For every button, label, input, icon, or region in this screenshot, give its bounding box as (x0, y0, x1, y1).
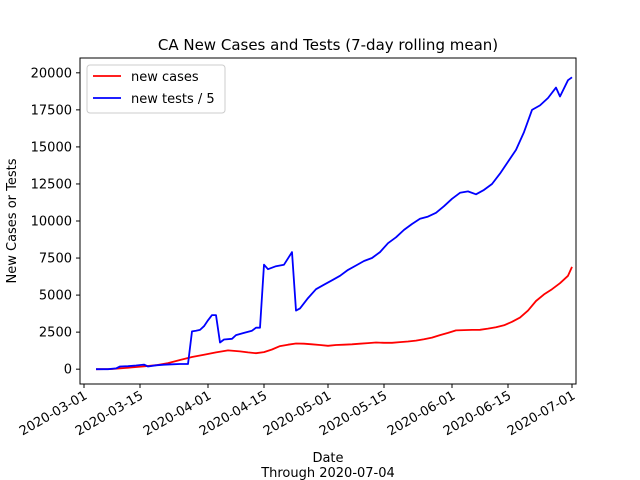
y-tick-label: 20000 (31, 66, 72, 81)
legend: new cases new tests / 5 (86, 64, 226, 114)
series-layer (95, 76, 573, 371)
legend-box (86, 64, 226, 114)
x-axis-label: Date (312, 451, 343, 466)
y-tick-label: 2500 (39, 326, 72, 341)
series-line-new-cases (95, 266, 573, 371)
y-tick-label: 15000 (31, 140, 72, 155)
legend-label-new-cases: new cases (131, 70, 199, 85)
y-tick-label: 10000 (31, 215, 72, 230)
series-line-new-tests (96, 76, 573, 371)
chart-title: CA New Cases and Tests (7-day rolling me… (158, 36, 498, 54)
y-tick-label: 0 (64, 363, 72, 378)
y-axis-label: New Cases or Tests (5, 158, 20, 283)
x-axis-sublabel: Through 2020-07-04 (260, 466, 395, 480)
y-tick-label: 5000 (39, 289, 72, 304)
y-tick-label: 12500 (31, 177, 72, 192)
y-axis: 0 2500 5000 7500 10000 12500 15000 17500 20000 (31, 66, 80, 378)
y-tick-label: 7500 (39, 252, 72, 267)
legend-label-new-tests: new tests / 5 (131, 92, 215, 107)
y-tick-label: 17500 (31, 103, 72, 118)
